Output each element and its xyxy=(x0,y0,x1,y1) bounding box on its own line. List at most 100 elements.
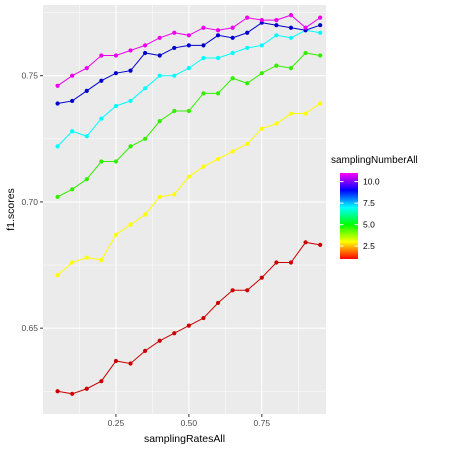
data-point xyxy=(99,116,104,121)
x-tick-label: 0.75 xyxy=(254,418,271,428)
data-point xyxy=(186,174,191,179)
data-point xyxy=(303,240,308,245)
data-point xyxy=(113,71,119,76)
data-point xyxy=(288,111,294,116)
data-point xyxy=(186,43,191,48)
data-point xyxy=(84,88,89,93)
data-point xyxy=(113,358,119,364)
data-point xyxy=(113,53,119,58)
data-point xyxy=(274,18,279,23)
y-tick-label: 0.70 xyxy=(21,197,38,207)
data-point xyxy=(318,30,323,35)
data-point xyxy=(172,331,177,336)
data-point xyxy=(318,15,323,20)
data-point xyxy=(55,83,60,88)
data-point xyxy=(215,55,221,61)
data-point xyxy=(215,156,221,162)
x-axis-title: samplingRatesAll xyxy=(144,433,225,445)
data-point xyxy=(274,260,279,265)
data-point xyxy=(172,30,177,35)
data-point xyxy=(143,50,148,56)
data-point xyxy=(70,260,75,265)
legend: samplingNumberAll 2.5 5.0 7.5 10.0 xyxy=(331,155,418,259)
data-point xyxy=(55,389,60,394)
data-point xyxy=(70,73,75,78)
data-point xyxy=(245,15,250,20)
data-point xyxy=(245,45,250,51)
data-point xyxy=(55,273,60,278)
legend-tick-label: 10.0 xyxy=(363,177,380,187)
data-point xyxy=(70,187,75,192)
data-point xyxy=(201,55,206,61)
data-point xyxy=(113,159,119,164)
data-point xyxy=(215,91,221,96)
data-point xyxy=(113,232,119,237)
data-point xyxy=(99,78,104,83)
data-point xyxy=(84,134,89,139)
data-point xyxy=(259,18,264,23)
data-point xyxy=(172,45,177,51)
y-axis-title: f1.scores xyxy=(5,188,17,231)
data-point xyxy=(230,288,235,293)
data-point xyxy=(288,66,294,71)
data-point xyxy=(157,119,162,124)
data-point xyxy=(245,141,250,146)
data-point xyxy=(55,101,60,106)
data-point xyxy=(99,379,104,384)
data-point xyxy=(143,212,148,217)
data-point xyxy=(99,53,104,58)
data-point xyxy=(157,194,162,199)
data-point xyxy=(201,164,206,169)
data-point xyxy=(318,23,323,28)
data-point xyxy=(84,66,89,71)
data-point xyxy=(230,149,235,154)
data-point xyxy=(215,28,221,33)
y-tick-label: 0.65 xyxy=(21,323,38,333)
legend-title: samplingNumberAll xyxy=(331,155,418,166)
data-point xyxy=(143,348,148,353)
data-point xyxy=(84,386,89,391)
data-point xyxy=(230,25,235,30)
data-point xyxy=(230,35,235,40)
data-point xyxy=(245,81,250,86)
data-point xyxy=(70,129,75,134)
data-point xyxy=(128,361,133,366)
legend-ticks: 2.5 5.0 7.5 10.0 xyxy=(340,177,380,251)
data-point xyxy=(288,25,294,30)
data-point xyxy=(201,43,206,48)
data-point xyxy=(230,76,235,81)
data-point xyxy=(128,68,133,73)
data-point xyxy=(274,121,279,126)
y-tick-label: 0.75 xyxy=(21,71,38,81)
data-point xyxy=(259,126,264,131)
data-point xyxy=(186,108,191,114)
data-point xyxy=(259,71,264,76)
data-point xyxy=(288,35,294,40)
data-point xyxy=(113,103,119,109)
data-point xyxy=(215,300,221,306)
minor-gridlines xyxy=(43,5,326,414)
data-point xyxy=(259,43,264,48)
data-point xyxy=(318,101,323,106)
data-point xyxy=(128,222,133,227)
data-point xyxy=(157,73,162,78)
legend-tick-label: 2.5 xyxy=(363,241,375,251)
data-point xyxy=(99,257,104,263)
data-point xyxy=(259,275,264,280)
panel-background xyxy=(43,5,326,414)
data-point xyxy=(274,33,279,38)
data-point xyxy=(318,242,323,247)
data-point xyxy=(70,98,75,104)
data-point xyxy=(288,12,294,18)
data-point xyxy=(318,53,323,58)
data-point xyxy=(172,73,177,78)
legend-colorbar xyxy=(340,173,358,259)
x-tick-label: 0.25 xyxy=(108,418,125,428)
data-point xyxy=(201,91,206,96)
data-point xyxy=(128,144,133,149)
data-point xyxy=(128,98,133,104)
data-point xyxy=(274,63,279,68)
data-point xyxy=(172,192,177,197)
